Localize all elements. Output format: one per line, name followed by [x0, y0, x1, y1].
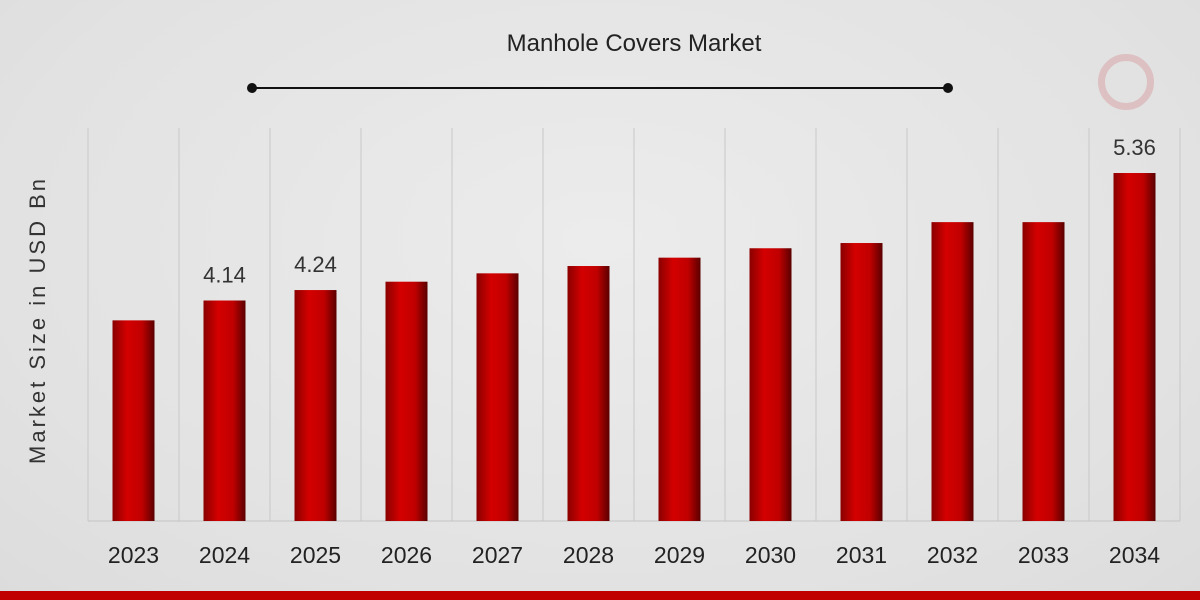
x-tick-label: 2029: [654, 542, 705, 568]
data-label-2034: 5.36: [1113, 135, 1156, 160]
bar-2027: [476, 273, 519, 521]
bar-2030: [749, 248, 792, 521]
bar-2033: [1022, 222, 1065, 521]
x-tick-label: 2031: [836, 542, 887, 568]
x-tick-label: 2028: [563, 542, 614, 568]
data-label-2024: 4.14: [203, 263, 246, 288]
bar-2023: [112, 320, 155, 521]
footer-bar: [0, 591, 1200, 600]
x-tick-label: 2034: [1109, 542, 1160, 568]
x-tick-label: 2027: [472, 542, 523, 568]
bar-2026: [385, 281, 428, 521]
x-tick-label: 2026: [381, 542, 432, 568]
bar-2031: [840, 243, 883, 521]
chart-title: Manhole Covers Market: [506, 30, 762, 57]
brand-logo-icon: [1098, 54, 1154, 110]
x-tick-label: 2023: [108, 542, 159, 568]
bar-2034: [1113, 173, 1156, 521]
bar-2025: [294, 290, 337, 521]
bar-2024: [203, 300, 246, 521]
x-tick-label: 2025: [290, 542, 341, 568]
divider-dot-right: [943, 83, 953, 93]
bar-2029: [658, 257, 701, 521]
x-tick-label: 2032: [927, 542, 978, 568]
divider-dot-left: [247, 83, 257, 93]
x-tick-label: 2030: [745, 542, 796, 568]
bar-2032: [931, 222, 974, 521]
x-tick-label: 2024: [199, 542, 250, 568]
data-label-2025: 4.24: [294, 252, 337, 277]
bar-2028: [567, 266, 610, 521]
x-tick-label: 2033: [1018, 542, 1069, 568]
